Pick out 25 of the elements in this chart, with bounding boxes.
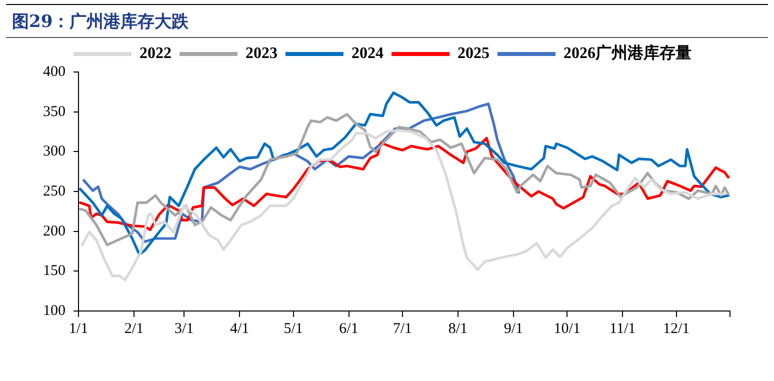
y-tick-label: 300	[43, 144, 66, 160]
x-tick-label: 9/1	[504, 320, 524, 337]
y-tick-label: 350	[43, 104, 66, 120]
y-tick-label: 250	[43, 183, 66, 200]
x-tick-label: 11/1	[610, 320, 636, 337]
y-tick-label: 100	[43, 302, 66, 319]
legend-label: 2026广州港库存量	[564, 44, 692, 62]
x-tick-label: 5/1	[284, 320, 303, 337]
y-tick-label: 150	[43, 263, 66, 280]
x-tick-label: 3/1	[174, 320, 194, 337]
legend-label: 2024	[352, 45, 384, 62]
chart-title: 图29：广州港库存大跌	[12, 11, 189, 33]
x-tick-label: 12/1	[662, 320, 690, 337]
legend-label: 2022	[140, 45, 172, 62]
x-tick-label: 4/1	[230, 320, 250, 337]
x-tick-label: 8/1	[448, 320, 468, 337]
x-tick-label: 6/1	[339, 320, 358, 337]
legend-label: 2023	[246, 45, 278, 62]
x-tick-label: 2/1	[124, 320, 144, 337]
x-tick-label: 10/1	[554, 320, 580, 337]
x-tick-label: 1/1	[68, 320, 88, 337]
y-tick-label: 200	[43, 223, 66, 240]
y-tick-label: 400	[43, 64, 66, 80]
legend-label: 2025	[458, 45, 490, 62]
x-tick-label: 7/1	[392, 320, 412, 337]
